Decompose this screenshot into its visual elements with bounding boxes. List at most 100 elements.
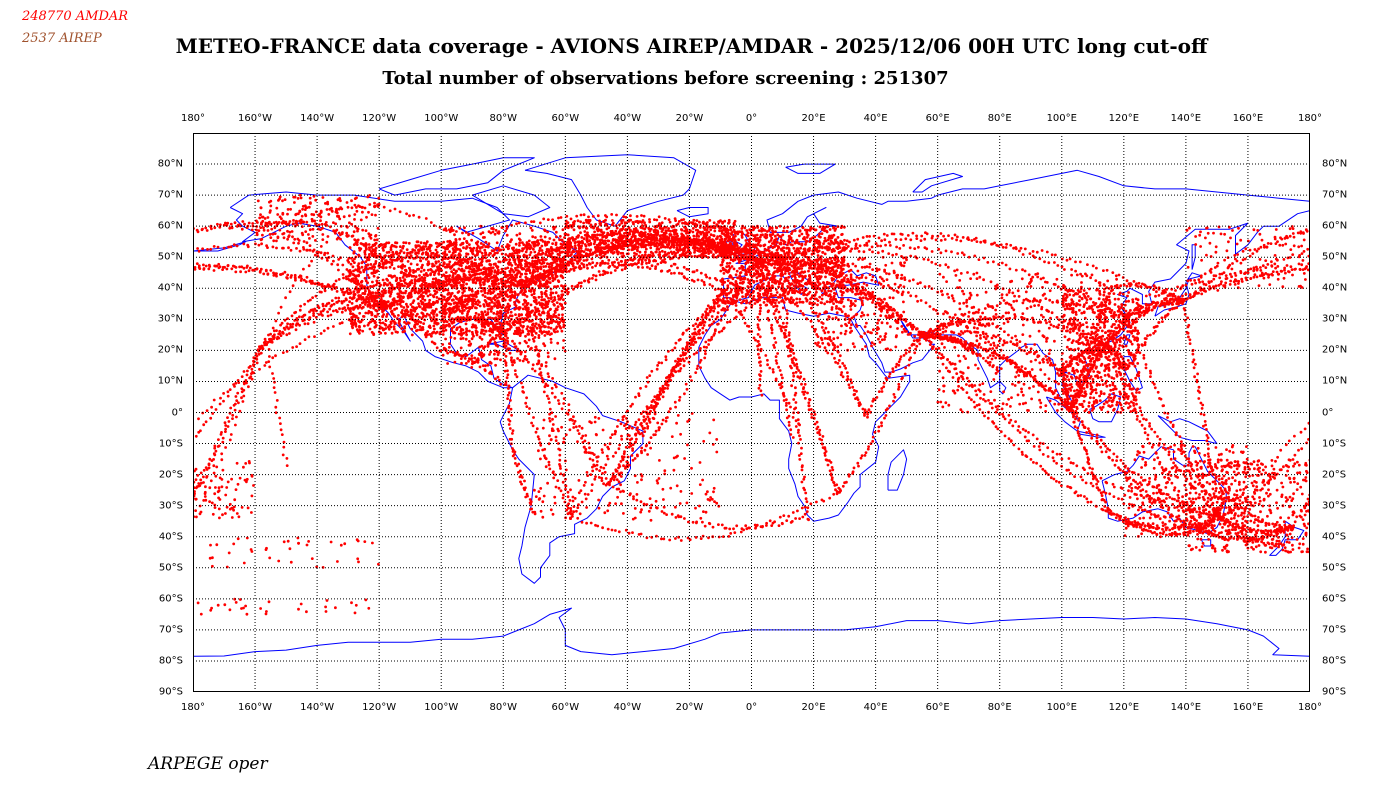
observation-point — [277, 311, 280, 315]
longitude-label: 80°W — [489, 113, 518, 124]
observation-point — [400, 305, 403, 308]
observation-point — [294, 328, 298, 332]
observation-point — [306, 299, 310, 303]
observation-point — [234, 395, 238, 398]
observation-point — [272, 386, 276, 389]
longitude-label: 180° — [180, 113, 206, 124]
observation-point — [267, 360, 271, 363]
observation-point — [288, 220, 292, 223]
observation-point — [287, 327, 290, 331]
observation-point — [334, 296, 338, 300]
observation-point — [395, 285, 399, 289]
observation-point — [223, 421, 227, 425]
observation-point — [273, 380, 276, 384]
observation-point — [321, 314, 324, 317]
observation-point — [274, 411, 278, 415]
observation-point — [346, 205, 350, 209]
observation-point — [310, 259, 313, 263]
longitude-label: 20°W — [675, 702, 704, 713]
observation-point — [282, 440, 286, 444]
longitude-label: 100°E — [1046, 113, 1077, 124]
observation-point — [300, 315, 304, 319]
observation-point — [279, 422, 282, 425]
observation-point — [238, 409, 242, 413]
observation-point — [332, 302, 336, 306]
observation-point — [272, 329, 276, 333]
longitude-label: 100°W — [424, 702, 459, 713]
observation-point — [270, 338, 274, 342]
observation-point — [250, 228, 254, 232]
observation-point — [282, 445, 286, 449]
observation-point — [284, 296, 287, 300]
observation-point — [228, 438, 232, 442]
observation-point — [279, 305, 283, 309]
observation-point — [289, 323, 292, 326]
observation-point — [326, 259, 329, 262]
observation-point — [326, 235, 330, 238]
observation-point — [337, 278, 341, 281]
observation-point — [302, 240, 306, 243]
latitude-label: 60°S — [158, 593, 183, 605]
latitude-label: 50°N — [157, 251, 183, 263]
observation-point — [308, 244, 312, 247]
longitude-label: 40°E — [863, 113, 888, 124]
longitude-label: 160°W — [238, 702, 273, 713]
observation-point — [295, 322, 299, 325]
observation-point — [316, 254, 320, 258]
observation-point — [313, 253, 317, 257]
observation-point — [291, 235, 294, 239]
coverage-map — [193, 133, 1310, 692]
observation-point — [438, 226, 442, 229]
observation-point — [291, 222, 295, 226]
observation-point — [328, 307, 332, 311]
observation-point — [337, 296, 341, 300]
observation-point — [268, 355, 271, 358]
observation-point — [279, 323, 282, 327]
observation-point — [307, 264, 311, 268]
legend-airep-count: 2537 AIREP — [22, 31, 102, 46]
observation-point — [285, 333, 289, 337]
observation-point — [348, 288, 352, 292]
longitude-label: 0° — [745, 113, 758, 124]
observation-point — [322, 307, 326, 311]
observation-point — [388, 209, 392, 213]
observation-point — [390, 261, 394, 264]
observation-point — [338, 307, 341, 311]
observation-point — [463, 286, 467, 290]
observation-point — [405, 212, 408, 216]
observation-point — [303, 322, 307, 326]
observation-point — [479, 268, 483, 272]
latitude-label: 30°N — [157, 313, 183, 325]
observation-point — [262, 228, 266, 232]
observation-point — [275, 329, 278, 332]
observation-point — [307, 224, 311, 227]
latitude-label: 50°N — [1322, 251, 1348, 263]
observation-point — [423, 283, 426, 287]
observation-point — [325, 224, 329, 227]
longitude-label: 140°E — [1170, 113, 1202, 124]
coastline-novaya-zemlya — [912, 172, 963, 193]
observation-point — [273, 232, 277, 235]
coastline-svalbard — [785, 163, 836, 174]
observation-point — [344, 308, 347, 312]
observation-point — [195, 515, 198, 519]
longitude-label: 180° — [1297, 702, 1323, 713]
coastline-antarctica — [193, 607, 1310, 657]
coastline-new-guinea — [1157, 415, 1218, 445]
observation-point — [418, 256, 422, 259]
observation-point — [334, 279, 338, 283]
observation-point — [363, 303, 367, 306]
observation-point — [208, 486, 212, 490]
observation-point — [294, 310, 298, 314]
observation-point — [271, 372, 274, 375]
observation-point — [321, 302, 325, 306]
observation-point — [291, 284, 295, 288]
observation-point — [360, 306, 364, 310]
latitude-label: 20°S — [158, 469, 183, 481]
longitude-label: 160°E — [1232, 702, 1264, 713]
observation-point — [229, 433, 233, 436]
observation-point — [323, 289, 327, 293]
observation-point — [295, 223, 299, 227]
observation-point — [374, 283, 378, 287]
observation-point — [202, 499, 206, 502]
